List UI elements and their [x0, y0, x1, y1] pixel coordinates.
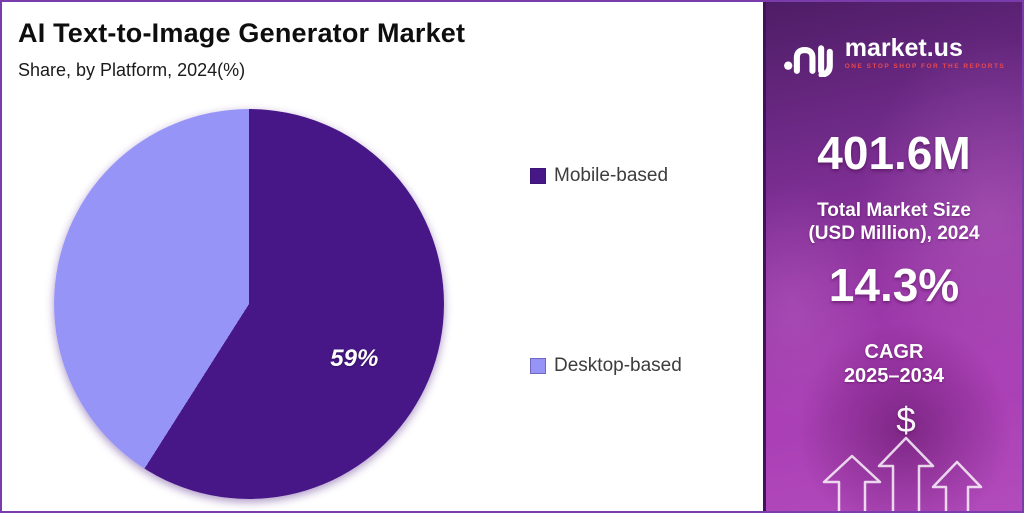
brand-tagline: ONE STOP SHOP FOR THE REPORTS: [844, 63, 1006, 70]
arrow-up-right: [931, 460, 983, 511]
dollar-icon: $: [896, 401, 916, 440]
market-size-label-line1: Total Market Size: [817, 200, 971, 221]
pie-chart: 59%: [54, 109, 444, 499]
sidebar: market.us ONE STOP SHOP FOR THE REPORTS …: [763, 2, 1022, 511]
legend-item-desktop: Desktop-based: [530, 355, 682, 377]
chart-subtitle: Share, by Platform, 2024(%): [18, 60, 246, 80]
pie-slice-label: 59%: [330, 344, 379, 372]
marketus-logo-icon: [783, 45, 833, 77]
arrow-up-left: [822, 454, 882, 511]
brand-text: market.us ONE STOP SHOP FOR THE REPORTS: [845, 35, 1006, 70]
growth-arrows-graphic: [822, 436, 983, 511]
cagr-label: CAGR 2025–2034: [766, 340, 1022, 388]
brand: market.us ONE STOP SHOP FOR THE REPORTS: [766, 35, 1022, 77]
cagr-label-line1: CAGR: [864, 341, 924, 363]
page-title: AI Text-to-Image Generator Market: [18, 18, 466, 48]
market-size-label: Total Market Size (USD Million), 2024: [766, 199, 1022, 245]
market-size-value: 401.6M: [817, 127, 971, 179]
arrow-up-center: [877, 436, 935, 511]
legend-label-mobile: Mobile-based: [554, 165, 669, 186]
legend-item-mobile: Mobile-based: [530, 165, 668, 187]
brand-name: market.us: [844, 34, 963, 62]
legend-swatch-mobile: [530, 168, 546, 184]
chart-area: AI Text-to-Image Generator Market Share,…: [2, 2, 763, 511]
legend-swatch-desktop: [530, 358, 546, 374]
legend-label-desktop: Desktop-based: [554, 355, 682, 376]
cagr-label-line2: 2025–2034: [843, 365, 945, 387]
market-size-label-line2: (USD Million), 2024: [808, 223, 980, 244]
cagr-value: 14.3%: [828, 259, 960, 311]
